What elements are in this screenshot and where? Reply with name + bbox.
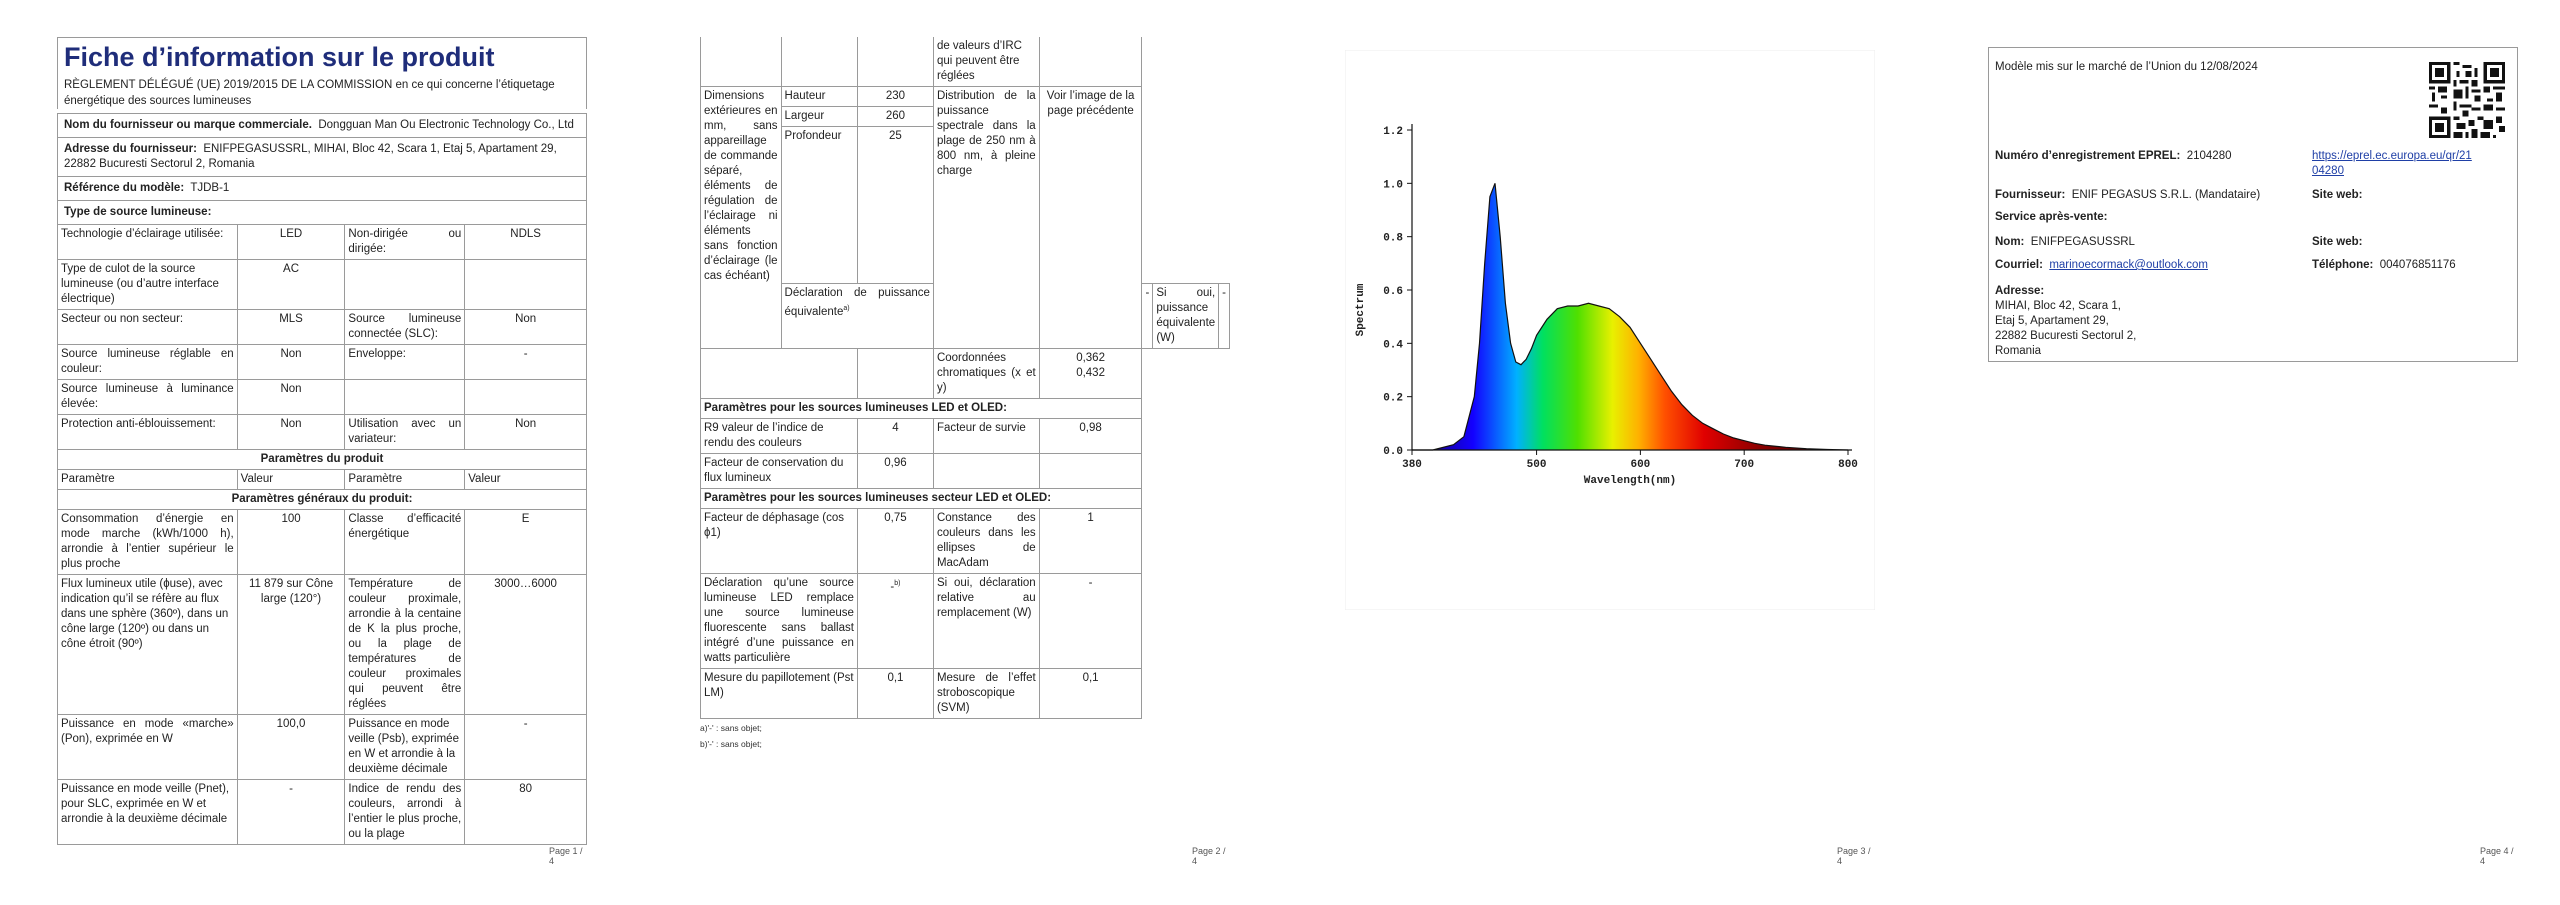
table-row: Consommation d’énergie en mode marche (k…	[57, 509, 587, 575]
section-mains: Paramètres pour les sources lumineuses s…	[699, 488, 1143, 509]
y-tick-label: 0.4	[1383, 339, 1403, 351]
section-led: Paramètres pour les sources lumineuses L…	[699, 398, 1143, 419]
footnote-a: a)'-' : sans objet;	[700, 723, 762, 733]
spectrum-line	[1412, 183, 1849, 451]
plot-area: 0.0 0.2 0.4 0.6 0.8 1.0 1.2 380 500 600 700 800	[1383, 124, 1858, 471]
x-tick-label: 600	[1630, 459, 1650, 471]
section-product-params: Paramètres du produit	[57, 449, 587, 470]
x-tick-label: 800	[1838, 459, 1858, 471]
product-info-table: Nom du fournisseur ou marque commerciale…	[57, 113, 587, 845]
address-row: Adresse du fournisseur: ENIFPEGASUSSRL, …	[57, 137, 587, 177]
eprel-link[interactable]: https://eprel.ec.europa.eu/qr/21 04280	[2312, 150, 2472, 177]
table-row: Source lumineuse réglable en couleur: Non…	[57, 344, 587, 380]
y-axis-label: Spectrum	[1355, 283, 1367, 336]
x-axis-label: Wavelength(nm)	[1584, 475, 1676, 487]
equiv-label: Déclaration de puissance équivalentea)	[780, 283, 934, 349]
eprel-number: 2104280	[2186, 150, 2232, 162]
type-heading: Type de source lumineuse:	[57, 200, 587, 225]
page-number: Page 2 / 4	[1192, 846, 1226, 866]
table-row: Déclaration qu’une source lumineuse LED …	[700, 573, 1230, 669]
supplier-value: Dongguan Man Ou Electronic Technology Co…	[318, 119, 574, 131]
email-row: Courriel: marinoecormack@outlook.com	[1995, 259, 2208, 271]
spectral-value: Voir l’image de la page précédente	[1038, 86, 1143, 349]
x-tick-label: 380	[1402, 459, 1422, 471]
address-value: ENIFPEGASUSSRL, MIHAI, Bloc 42, Scara 1,…	[64, 143, 557, 170]
address-label: Adresse:	[1995, 285, 2045, 297]
model-value: TJDB-1	[190, 182, 230, 194]
table-row: Source lumineuse à luminance élevée: Non	[57, 379, 587, 415]
website2-label: Site web:	[2312, 236, 2363, 248]
table-row: Flux lumineux utile (ɸuse), avec indicat…	[57, 574, 587, 715]
y-tick-label: 1.2	[1383, 126, 1403, 138]
spectrum-area	[1412, 183, 1848, 451]
table-row: Dimensions extérieures en mm, sans appar…	[700, 86, 1230, 349]
phone-row: Téléphone: 004076851176	[2312, 259, 2456, 271]
supplier-row: Fournisseur: ENIF PEGASUS S.R.L. (Mandat…	[1995, 189, 2261, 201]
page-1: Fiche d’information sur le produit RÈGLE…	[57, 0, 587, 905]
product-params-table-continued: de valeurs d’IRC qui peuvent être réglée…	[699, 37, 1230, 719]
after-sales-heading: Service après-vente:	[1995, 211, 2108, 223]
spectral-label: Distribution de la puissance spectrale d…	[932, 86, 1040, 349]
table-row: Secteur ou non secteur: MLS Source lumineu…	[57, 309, 587, 345]
page-2: de valeurs d’IRC qui peuvent être réglée…	[699, 0, 1230, 905]
dimensions-label: Dimensions extérieures en mm, sans appar…	[700, 86, 782, 349]
table-row: Type de culot de la source lumineuse (ou…	[57, 259, 587, 310]
document-title: Fiche d’information sur le produit	[64, 42, 495, 72]
model-row: Référence du modèle: TJDB-1	[57, 176, 587, 201]
table-row: Puissance en mode veille (Pnet), pour SL…	[57, 779, 587, 845]
table-row: Coordonnées chromatiques (x et y) 0,362 0…	[700, 348, 1230, 399]
website-label: Site web:	[2312, 189, 2363, 201]
table-row: Technologie d’éclairage utilisée: LED Non-…	[57, 224, 587, 260]
y-tick-label: 0.6	[1383, 286, 1403, 298]
table-row: Largeur 260	[701, 106, 1230, 127]
qr-code-icon	[2429, 62, 2505, 138]
email-link[interactable]: marinoecormack@outlook.com	[2049, 259, 2208, 271]
x-tick-label: 500	[1527, 459, 1547, 471]
table-row: Facteur de conservation du flux lumineux…	[700, 453, 1230, 489]
table-row: Facteur de déphasage (cos ϕ1) 0,75 Consta…	[700, 508, 1230, 574]
y-tick-label: 0.0	[1383, 446, 1403, 458]
table-row: Puissance en mode «marche» (Pon), exprim…	[57, 714, 587, 780]
table-row: Mesure du papillotement (Pst LM) 0,1 Mesu…	[700, 668, 1230, 719]
market-date: Modèle mis sur le marché de l’Union du 1…	[1995, 61, 2258, 73]
table-row: Profondeur 25	[701, 126, 1230, 284]
y-tick-label: 0.8	[1383, 233, 1403, 245]
column-headers: Paramètre Valeur Paramètre Valeur	[57, 469, 587, 490]
page-number: Page 4 / 4	[2480, 846, 2514, 866]
x-tick-label: 700	[1734, 459, 1754, 471]
supplier-row: Nom du fournisseur ou marque commerciale…	[57, 113, 587, 138]
page-number: Page 3 / 4	[1837, 846, 1871, 866]
page-1-header: Fiche d’information sur le produit RÈGLE…	[57, 37, 587, 109]
eprel-info-box: Modèle mis sur le marché de l’Union du 1…	[1988, 47, 2518, 362]
eprel-row: Numéro d’enregistrement EPREL: 2104280	[1995, 150, 2232, 162]
table-row: R9 valeur de l’indice de rendu des coule…	[700, 418, 1230, 454]
y-tick-label: 0.2	[1383, 393, 1403, 405]
y-tick-label: 1.0	[1383, 179, 1403, 191]
footnote-b: b)'-' : sans objet;	[700, 739, 762, 749]
regulation-text: RÈGLEMENT DÉLÉGUÉ (UE) 2019/2015 DE LA C…	[64, 79, 555, 107]
page-3: 0.0 0.2 0.4 0.6 0.8 1.0 1.2 380 500 600 700 800 Spe…	[1345, 0, 1875, 905]
page-4: Modèle mis sur le marché de l’Union du 1…	[1988, 0, 2518, 905]
name-row: Nom: ENIFPEGASUSSRL	[1995, 236, 2135, 248]
cri-continued: de valeurs d’IRC qui peuvent être réglée…	[932, 37, 1040, 87]
page-number: Page 1 / 4	[549, 846, 583, 866]
table-row: Déclaration de puissance équivalentea) -…	[701, 283, 1230, 349]
table-row: de valeurs d’IRC qui peuvent être réglée…	[700, 37, 1230, 87]
section-general-params: Paramètres généraux du produit:	[57, 489, 587, 510]
table-row: Protection anti-éblouissement: Non Utilisa…	[57, 414, 587, 450]
address-block: MIHAI, Bloc 42, Scara 1, Etaj 5, Apartam…	[1995, 300, 2137, 357]
spectrum-chart: 0.0 0.2 0.4 0.6 0.8 1.0 1.2 380 500 600 700 800 Spe…	[1345, 50, 1875, 610]
